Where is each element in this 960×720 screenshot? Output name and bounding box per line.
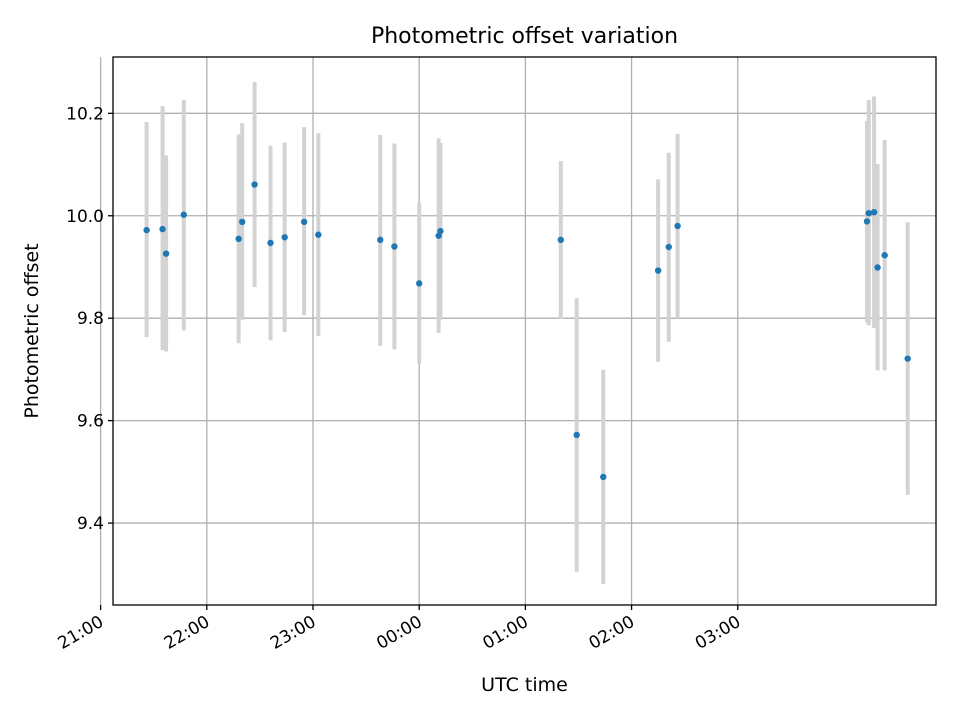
y-axis-ticks: 9.4 9.6 9.8 10.0 10.2 (66, 104, 113, 534)
data-point (600, 473, 607, 481)
data-point (391, 243, 398, 250)
data-point (377, 236, 384, 244)
data-point (881, 252, 888, 259)
chart-title: Photometric offset variation (371, 24, 678, 49)
data-point (251, 181, 258, 188)
data-point (557, 236, 564, 244)
data-point (863, 218, 871, 225)
data-point (415, 280, 423, 287)
data-points (143, 181, 911, 481)
plot-frame (112, 56, 937, 606)
data-point (143, 226, 150, 234)
y-tick-label: 9.4 (77, 514, 104, 534)
data-point (665, 243, 672, 251)
data-point (573, 431, 580, 439)
y-tick-label: 10.2 (66, 104, 104, 124)
data-point (674, 222, 681, 230)
data-point (162, 250, 170, 257)
grid (99, 57, 936, 605)
data-point (865, 210, 872, 217)
y-axis-label: Photometric offset (21, 243, 43, 418)
data-point (267, 239, 274, 247)
y-tick-label: 9.8 (77, 309, 104, 329)
data-point (874, 264, 881, 271)
x-axis-label: UTC time (481, 674, 568, 696)
y-tick-label: 10.0 (66, 207, 104, 227)
data-point (180, 211, 187, 218)
data-point (904, 355, 911, 362)
data-point (239, 218, 246, 226)
data-point (437, 227, 444, 235)
data-point (315, 231, 322, 238)
data-point (300, 218, 308, 226)
data-point (654, 267, 662, 274)
y-tick-label: 9.6 (77, 412, 104, 432)
data-point (281, 234, 288, 241)
data-point (159, 225, 166, 233)
data-point (235, 235, 242, 243)
data-point (870, 208, 878, 216)
